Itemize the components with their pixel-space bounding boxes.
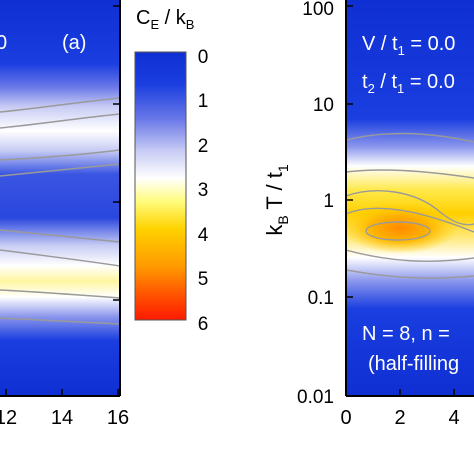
panel-b-y-axis-label-main: k <box>262 224 287 236</box>
annotation-line2-b-sub: 1 <box>397 81 404 96</box>
colorbar-gradient <box>135 52 186 320</box>
panel-a-contour-2 <box>0 113 120 129</box>
panel-b-peak <box>346 202 458 254</box>
colorbar-tick-label: 5 <box>198 269 209 290</box>
panel-b-y-axis-label-sub2: 1 <box>275 164 291 172</box>
panel-b-y-tick-label: 0.01 <box>297 387 334 408</box>
panel-a-contour-8 <box>0 317 120 325</box>
panel-b-annotation-line4: (half-filling <box>368 353 459 375</box>
annotation-line1-sub: 1 <box>398 43 405 58</box>
annotation-line2-mid: / t <box>375 71 398 93</box>
panel-b-annotation-line1: V / t1 = 0.0 <box>362 33 455 58</box>
panel-b-y-axis-label-sub1: B <box>275 215 291 224</box>
annotation-line1-rest: = 0.0 <box>405 33 456 55</box>
panel-a-field <box>0 0 120 396</box>
panel-b-heatmap: 0.01 0.1 1 10 100 0 2 4 kB T / t1 V / t1… <box>262 0 474 429</box>
panel-b-field <box>346 0 474 396</box>
panel-a-x-tick-label: 14 <box>51 407 73 429</box>
panel-a-x-tick-label: 12 <box>0 407 17 429</box>
panel-a-contour-3 <box>0 149 120 161</box>
panel-b-x-tick-label: 0 <box>340 407 351 429</box>
panel-b-x-tick-label: 4 <box>448 407 459 429</box>
panel-b-contour-peak <box>365 221 431 241</box>
panel-b-contour-5 <box>346 249 474 262</box>
annotation-line2-a-sub: 2 <box>368 81 375 96</box>
panel-b-annotation-line3: N = 8, n = <box>362 323 450 345</box>
panel-b-y-tick-label: 0.1 <box>308 288 334 309</box>
colorbar-title-c: C <box>136 7 150 29</box>
panel-b-x-tick-label: 2 <box>394 407 405 429</box>
panel-b-contour-3 <box>346 190 474 226</box>
panel-a-contour-5 <box>0 229 120 243</box>
colorbar-title-mid: / k <box>159 7 187 29</box>
annotation-line2-rest: = 0.0 <box>404 71 455 93</box>
panel-b-y-tick-label: 1 <box>323 191 334 212</box>
colorbar-tick-label: 2 <box>198 136 209 157</box>
panel-b-annotation-line2: t2 / t1 = 0.0 <box>362 71 455 96</box>
panel-b-y-tick-label: 10 <box>313 95 334 116</box>
panel-a-label: (a) <box>62 32 86 54</box>
colorbar-tick-label: 1 <box>198 91 209 112</box>
panel-a-contour-7 <box>0 289 120 299</box>
panel-a-contour-6 <box>0 249 120 267</box>
colorbar-title-sub-e: E <box>150 17 159 32</box>
panel-b-y-axis-label: kB T / t1 <box>262 164 291 236</box>
panel-b-y-tick-label: 100 <box>302 0 334 20</box>
panel-b-contour-4 <box>346 207 474 233</box>
panel-b-contour-2 <box>346 169 474 179</box>
colorbar-tick-label: 3 <box>198 180 209 201</box>
panel-a-heatmap: 0 (a) 12 14 16 <box>0 0 129 429</box>
annotation-line2-a: t <box>362 71 368 93</box>
panel-b-y-axis-label-mid: T / t <box>262 172 287 215</box>
panel-b-contour-1 <box>346 132 474 143</box>
panel-a-x-tick-label: 16 <box>107 407 129 429</box>
colorbar-tick-label: 0 <box>198 47 209 68</box>
colorbar-frame <box>134 51 187 321</box>
colorbar: CE / kB 0 1 2 3 4 5 6 <box>134 7 209 335</box>
colorbar-title: CE / kB <box>136 7 194 32</box>
panel-a-top-left-text: 0 <box>0 32 7 54</box>
colorbar-title-sub-b: B <box>186 17 195 32</box>
colorbar-tick-label: 4 <box>198 225 209 246</box>
colorbar-tick-label: 6 <box>198 314 209 335</box>
panel-b-contour-6 <box>346 269 474 279</box>
annotation-line1-main: V / t <box>362 33 398 55</box>
panel-a-contour-4 <box>0 163 120 177</box>
panel-a-contour-1 <box>0 97 120 113</box>
